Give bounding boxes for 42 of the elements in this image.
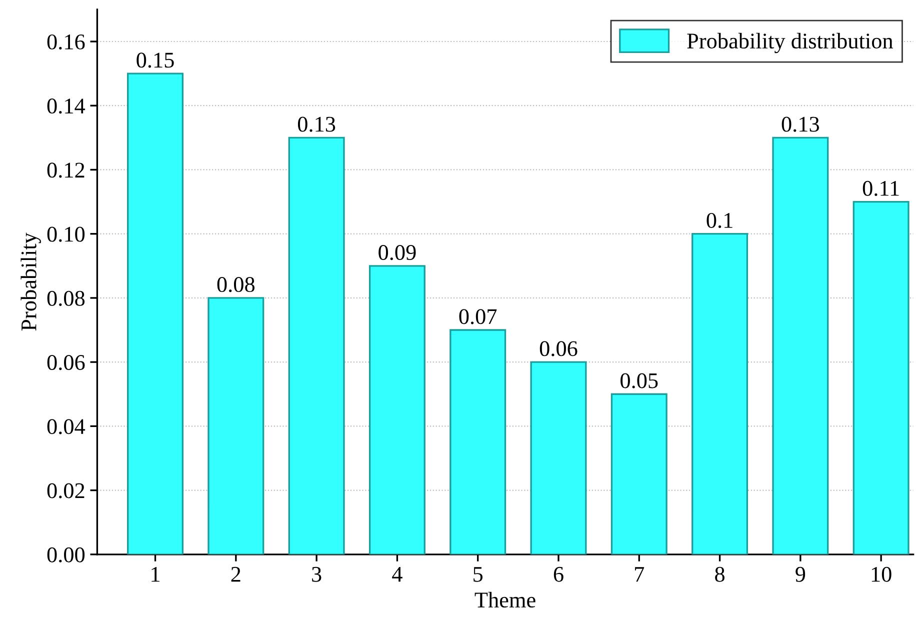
x-tick-label: 6 [554,566,564,582]
bar [368,265,426,554]
y-tick-label: 0.02 [47,483,84,498]
y-tick-label: 0.08 [47,290,85,306]
bar [127,72,184,554]
bar [692,233,748,554]
bar [208,297,264,554]
y-tick-label: 0.12 [47,162,84,178]
data-label: 0.13 [298,116,336,132]
y-tick-label: 0.04 [47,419,86,434]
bar [610,393,668,554]
data-label: 0.09 [378,245,416,260]
bar [852,200,910,554]
bar [450,329,506,554]
y-axis-title: Probability [20,232,41,331]
data-label: 0.08 [217,277,255,292]
x-axis-title: Theme [474,592,536,608]
y-tick-label: 0.10 [47,226,85,242]
y-tick-label: 0.16 [47,34,85,50]
x-tick-label: 8 [715,566,724,582]
data-label: 0.07 [459,309,497,324]
x-tick-label: 9 [796,566,806,582]
data-label: 0.15 [136,52,174,68]
data-label: 0.06 [540,341,578,356]
x-tick-label: 1 [152,566,160,582]
data-label: 0.11 [862,180,899,196]
y-tick-label: 0.06 [47,354,85,370]
x-tick-label: 2 [231,566,240,582]
y-tick-label: 0.14 [47,98,86,114]
x-tick-label: 7 [635,567,644,582]
bar [530,361,587,554]
data-label: 0.05 [620,373,658,388]
y-tick-label: 0.00 [47,547,85,562]
bar [772,136,829,554]
x-tick-label: 4 [392,566,402,582]
x-tick-label: 3 [312,566,322,582]
data-label: 0.13 [782,116,820,132]
legend-label: Probability distribution [687,32,893,54]
data-label: 0.1 [706,212,732,228]
x-tick-label: 5 [474,567,483,582]
x-tick-label: 10 [872,566,892,582]
bar [288,136,345,554]
